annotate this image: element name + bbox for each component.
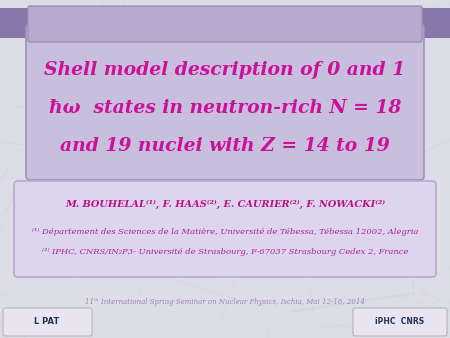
Text: and 19 nuclei with Z = 14 to 19: and 19 nuclei with Z = 14 to 19 bbox=[60, 137, 390, 155]
Text: ħω  states in neutron-rich Ν = 18: ħω states in neutron-rich Ν = 18 bbox=[49, 99, 401, 117]
Polygon shape bbox=[0, 8, 32, 38]
Text: ⁽¹⁾ Département des Sciences de la Matière, Université de Tébessa, Tébessa 12002: ⁽¹⁾ Département des Sciences de la Matiè… bbox=[32, 228, 418, 236]
Text: M. BOUHELAL⁽¹⁾, F. HAAS⁽²⁾, E. CAURIER⁽²⁾, F. NOWACKI⁽²⁾: M. BOUHELAL⁽¹⁾, F. HAAS⁽²⁾, E. CAURIER⁽²… bbox=[65, 199, 385, 209]
Text: 11ᵗʰ International Spring Seminar on Nuclear Physics, Ischia, Mai 12-16, 2014: 11ᵗʰ International Spring Seminar on Nuc… bbox=[85, 298, 365, 306]
FancyBboxPatch shape bbox=[26, 24, 424, 180]
FancyBboxPatch shape bbox=[3, 308, 92, 336]
Text: Shell model description of 0 and 1: Shell model description of 0 and 1 bbox=[45, 61, 405, 79]
FancyBboxPatch shape bbox=[28, 6, 422, 42]
Text: iPHC  CNRS: iPHC CNRS bbox=[375, 317, 424, 327]
FancyBboxPatch shape bbox=[353, 308, 447, 336]
Text: L PAT: L PAT bbox=[34, 317, 59, 327]
FancyBboxPatch shape bbox=[14, 181, 436, 277]
Polygon shape bbox=[418, 8, 450, 38]
Text: ⁽²⁾ IPHC, CNRS/IN₂P3- Université de Strasbourg, F-67037 Strasbourg Cedex 2, Fran: ⁽²⁾ IPHC, CNRS/IN₂P3- Université de Stra… bbox=[42, 248, 408, 256]
